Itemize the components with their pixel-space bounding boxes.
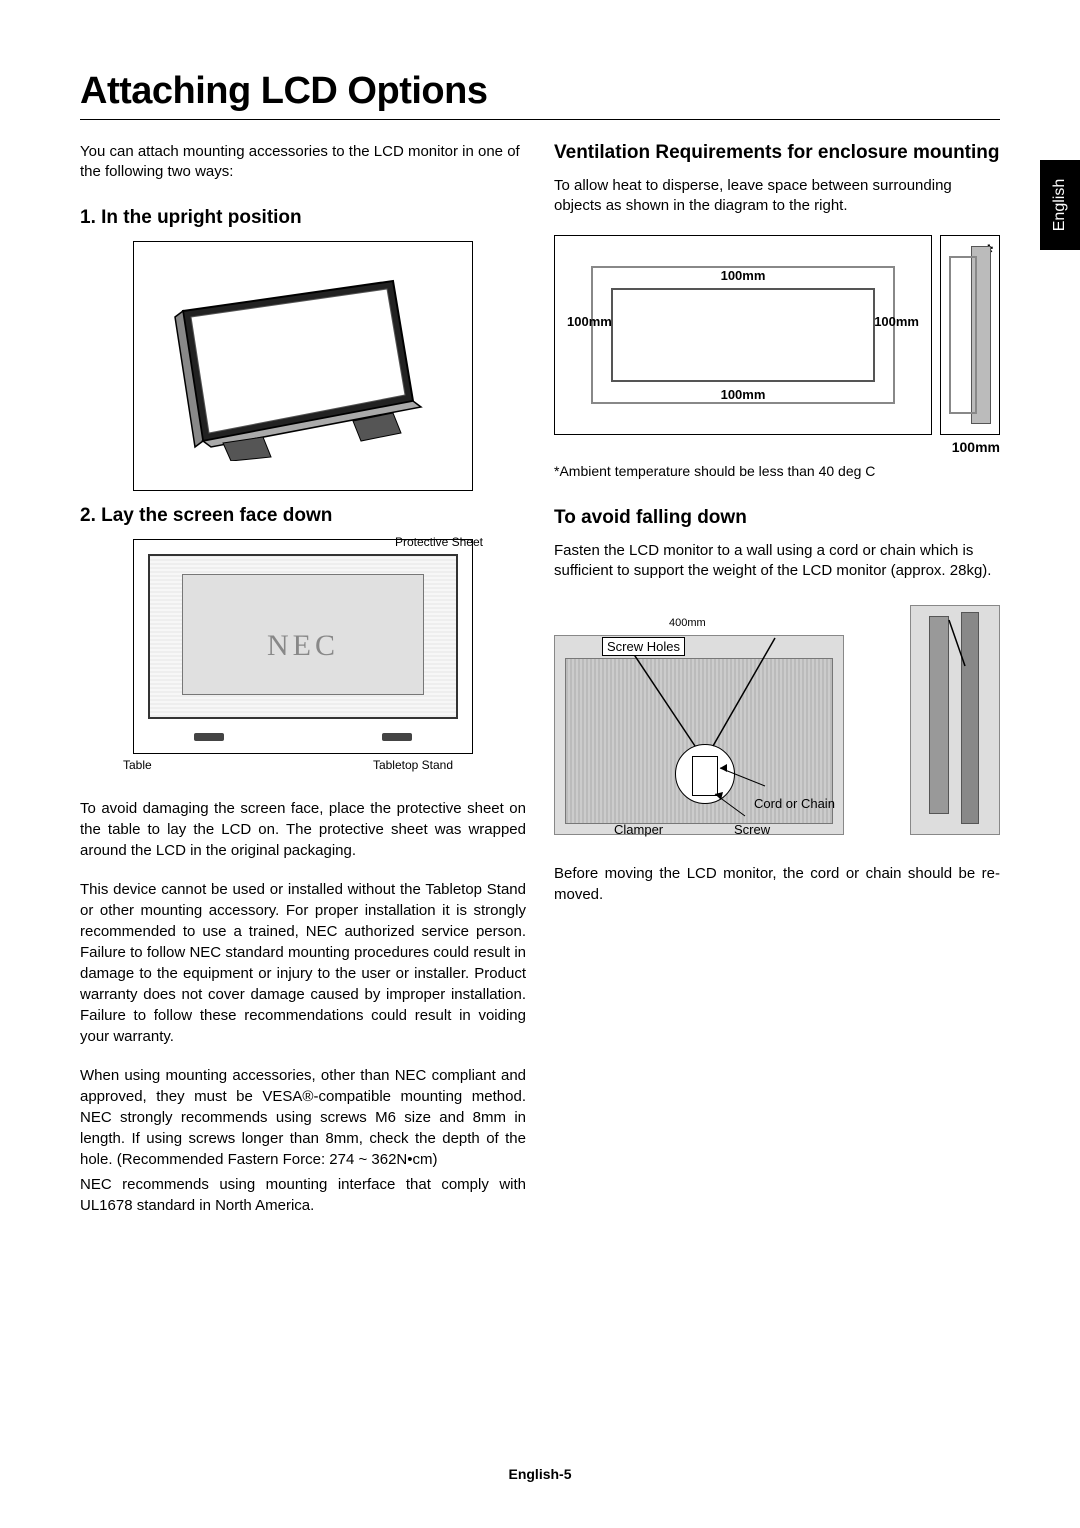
facedown-stand-feet: [194, 733, 412, 741]
page-title: Attaching LCD Options: [80, 70, 1000, 120]
language-tab: English: [1040, 160, 1080, 250]
label-tabletop-stand: Tabletop Stand: [373, 758, 453, 772]
para-vesa: When using mounting accessories, other t…: [80, 1065, 526, 1170]
left-column: You can attach mounting accessories to t…: [80, 142, 526, 1234]
nec-logo: NEC: [267, 629, 339, 663]
para-warranty: This device cannot be used or installed …: [80, 879, 526, 1047]
vent-side-enclosure: [949, 256, 977, 414]
label-cord: Cord or Chain: [754, 796, 835, 811]
vent-label-right: 100mm: [874, 314, 919, 329]
figure-falling: 400mm Sc: [554, 605, 1000, 835]
label-screw-holes: Screw Holes: [602, 637, 685, 656]
vent-label-left: 100mm: [567, 314, 612, 329]
language-tab-label: English: [1051, 179, 1069, 231]
label-screw: Screw: [734, 822, 770, 837]
figure-ventilation: 100mm 100mm 100mm 100mm *: [554, 235, 1000, 435]
figure-facedown-monitor: NEC: [133, 539, 473, 754]
para-protective: To avoid damaging the screen face, place…: [80, 798, 526, 861]
heading-upright: 1. In the upright position: [80, 207, 526, 229]
para-falling: Fasten the LCD monitor to a wall using a…: [554, 541, 1000, 582]
para-before-moving: Before moving the LCD monitor, the cord …: [554, 863, 1000, 905]
monitor-perspective-illustration: [163, 271, 443, 461]
heading-facedown: 2. Lay the screen face down: [80, 505, 526, 527]
para-ul1678: NEC recommends using mounting interface …: [80, 1174, 526, 1216]
vent-label-bottom: 100mm: [721, 387, 766, 402]
vent-monitor-rect: [611, 288, 875, 382]
page-footer: English-5: [0, 1466, 1080, 1482]
para-ventilation: To allow heat to disperse, leave space b…: [554, 176, 1000, 217]
label-table: Table: [123, 758, 152, 772]
right-column: Ventilation Requirements for enclosure m…: [554, 142, 1000, 1234]
side-cord-line: [911, 606, 999, 834]
figure-upright-monitor: [133, 241, 473, 491]
fall-side-view: [910, 605, 1000, 835]
two-column-layout: You can attach mounting accessories to t…: [80, 142, 1000, 1234]
vent-front-view: 100mm 100mm 100mm 100mm: [554, 235, 932, 435]
vent-label-side-below: 100mm: [554, 439, 1000, 455]
fall-dim-400mm: 400mm: [669, 617, 706, 629]
label-clamper: Clamper: [614, 822, 663, 837]
vent-side-view: *: [940, 235, 1000, 435]
intro-text: You can attach mounting accessories to t…: [80, 142, 526, 183]
heading-falling: To avoid falling down: [554, 507, 1000, 529]
vent-footnote: *Ambient temperature should be less than…: [554, 463, 1000, 479]
vent-label-top: 100mm: [721, 268, 766, 283]
heading-ventilation: Ventilation Requirements for enclosure m…: [554, 142, 1000, 164]
